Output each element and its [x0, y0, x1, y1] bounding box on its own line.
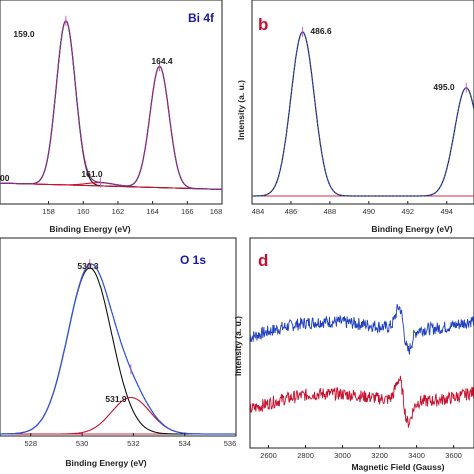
component-peak [0, 20, 222, 190]
x-tick-label: 492 [402, 207, 415, 216]
x-tick-label: 3000 [334, 451, 351, 460]
panel-a-peak-label: 164.4 [151, 56, 173, 66]
epr-trace [249, 304, 474, 355]
panel-a-frame [0, 0, 223, 205]
envelope-line [252, 31, 474, 197]
x-tick-label: 532 [127, 439, 140, 448]
x-tick-label: 530 [76, 439, 89, 448]
panel-c-curves [0, 259, 236, 435]
panel-b-bi-peaks: 484 486 488 490 492 494 b Binding Energy (eV)… [236, 0, 474, 234]
panel-b-peak-label: 486.6 [310, 26, 332, 36]
panel-a-ticks: 158 160 162 164 166 168 [42, 201, 223, 216]
panel-b-letter: b [258, 15, 268, 34]
fit-line [252, 31, 474, 197]
panel-c-peak-label: 531.9 [105, 394, 127, 404]
panel-d-ticks: 2600 2800 3000 3200 3400 3600 [260, 445, 462, 460]
panel-d-curves [249, 304, 474, 428]
panel-c-ticks: 528 530 532 534 536 [25, 433, 237, 448]
x-tick-label: 166 [181, 207, 194, 216]
epr-trace [249, 375, 474, 428]
x-tick-label: 494 [440, 207, 453, 216]
panel-c-frame [0, 237, 237, 437]
fit-line [0, 263, 236, 435]
x-tick-label: 3600 [445, 451, 462, 460]
panel-b-xlabel: Binding Energy (eV) [371, 224, 452, 234]
panel-b-ticks: 484 486 488 490 492 494 [251, 201, 453, 216]
panel-a-bi4f: 158 160 162 164 166 168 Bi 4f Binding Energy … [0, 0, 223, 234]
x-tick-label: 158 [42, 207, 55, 216]
panel-c-peak-label: 530.3 [77, 261, 99, 271]
panel-d-letter: d [258, 251, 268, 270]
component-peak [0, 267, 236, 435]
panel-b-peak-label: 495.0 [433, 82, 455, 92]
panel-a-partial-label: 00 [0, 173, 10, 183]
panel-a-curves [0, 15, 222, 190]
panel-b-curves [252, 27, 474, 197]
panel-d-frame [249, 237, 474, 449]
panel-b-ylabel: Intensity (a. u.) [236, 80, 246, 140]
x-tick-label: 488 [324, 207, 337, 216]
x-tick-label: 534 [178, 439, 191, 448]
x-tick-label: 160 [77, 207, 90, 216]
panel-a-xlabel: Binding Energy (eV) [49, 224, 130, 234]
x-tick-label: 164 [146, 207, 159, 216]
fit-line [0, 20, 222, 190]
x-tick-label: 3400 [408, 451, 425, 460]
panel-a-peak-label: 161.0 [81, 169, 103, 179]
panel-c-o1s: 528 530 532 534 536 O 1s Binding Energy (eV)… [0, 237, 237, 468]
x-tick-label: 486 [285, 207, 298, 216]
x-tick-label: 2800 [297, 451, 314, 460]
x-tick-label: 162 [112, 207, 125, 216]
envelope-line [0, 263, 236, 435]
x-tick-label: 3200 [371, 451, 388, 460]
panel-d-epr: 2600 2800 3000 3200 3400 3600 d Magnetic Fiel… [233, 237, 474, 472]
x-tick-label: 2600 [260, 451, 277, 460]
panel-a-tag: Bi 4f [188, 11, 215, 25]
component-peak [0, 65, 222, 190]
envelope-line [0, 20, 222, 190]
x-tick-label: 168 [210, 207, 223, 216]
panel-a-peak-label: 159.0 [13, 29, 35, 39]
panel-c-tag: O 1s [180, 253, 206, 267]
x-tick-label: 536 [224, 439, 237, 448]
x-tick-label: 484 [252, 207, 265, 216]
panel-c-xlabel: Binding Energy (eV) [65, 458, 146, 468]
panel-d-xlabel: Magnetic Field (Gauss) [351, 462, 444, 472]
panel-d-ylabel: Intensity (a. u.) [233, 316, 243, 376]
x-tick-label: 490 [363, 207, 376, 216]
panel-b-frame [251, 0, 474, 205]
x-tick-label: 528 [25, 439, 38, 448]
